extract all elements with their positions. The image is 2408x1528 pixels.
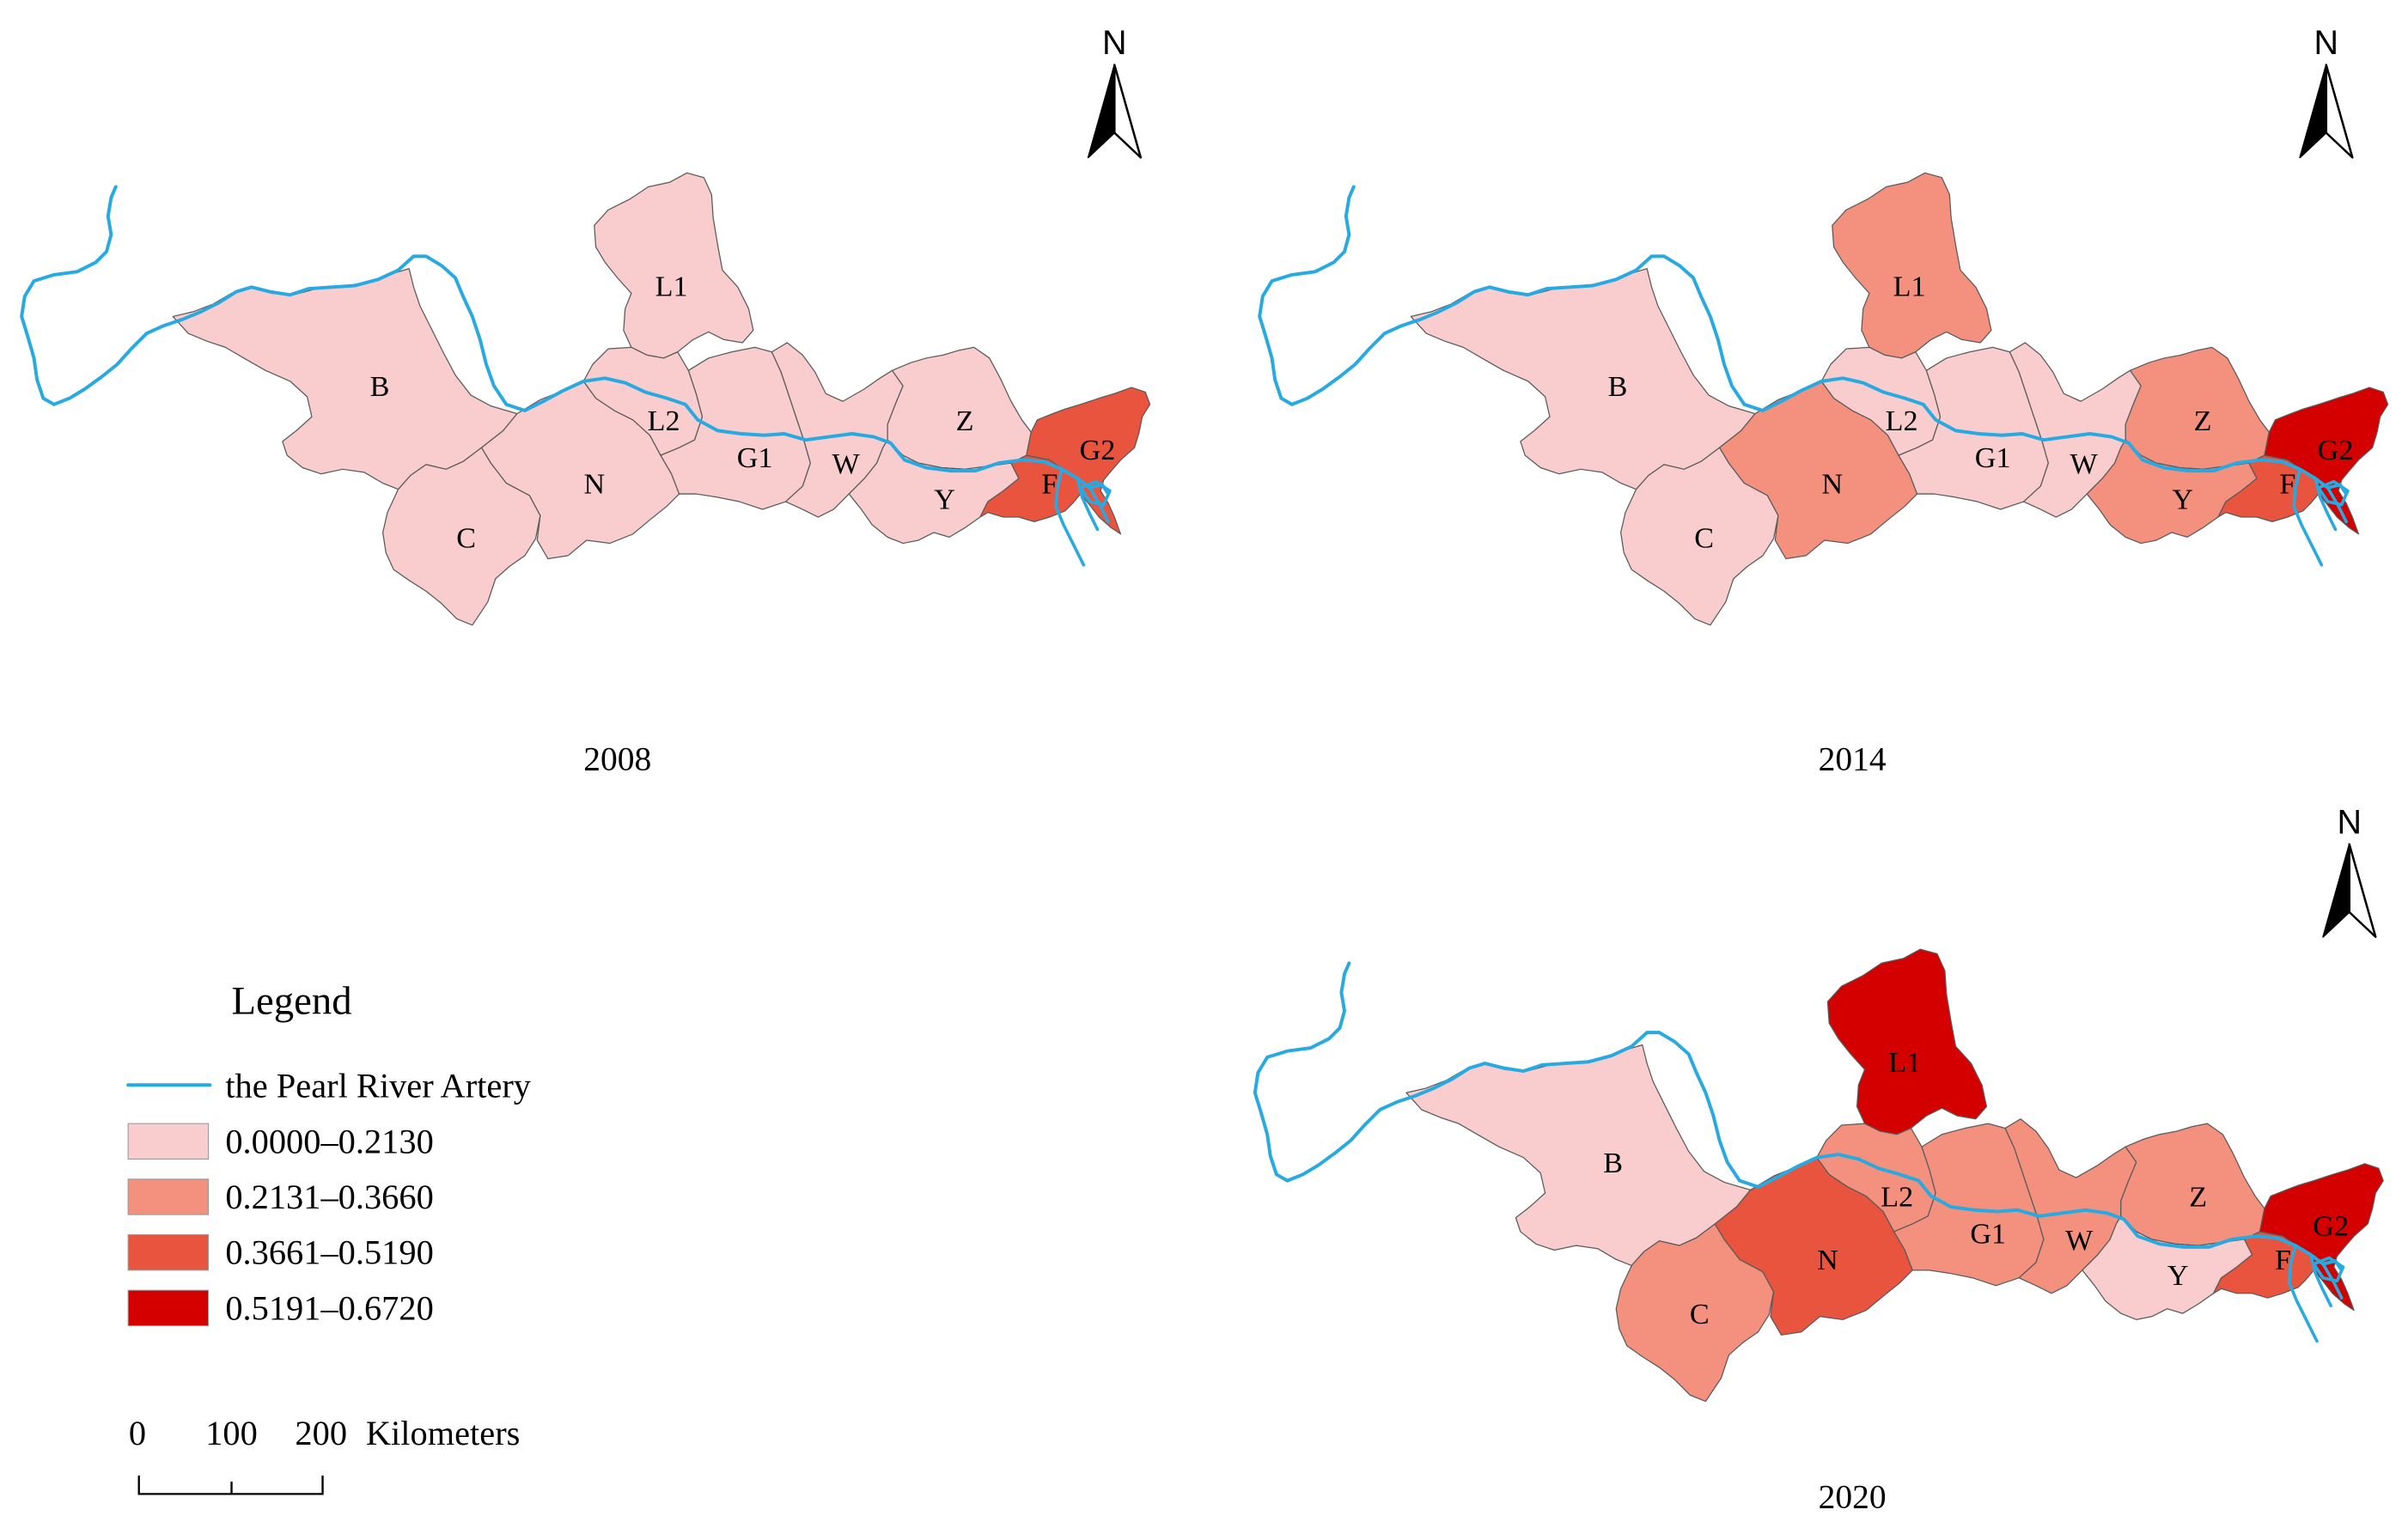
region-label: L1 bbox=[655, 271, 688, 302]
scale-bar-tick-label: 200 bbox=[295, 1414, 347, 1452]
north-arrow-right-half bbox=[2348, 843, 2377, 938]
river-delta-branch bbox=[1054, 467, 1086, 567]
river-delta-branch bbox=[2312, 1256, 2345, 1283]
north-arrow-right-half bbox=[2325, 64, 2354, 159]
map-panel: B C N L1 L2 G1 W Z Y F G2 bbox=[20, 172, 1151, 626]
north-arrow-left-half bbox=[1087, 64, 1116, 159]
river-delta-branch bbox=[2292, 467, 2324, 567]
region-label: G2 bbox=[1080, 435, 1116, 466]
river-artery bbox=[20, 185, 1111, 496]
north-arrow-right-half bbox=[1113, 64, 1143, 159]
region-label: L2 bbox=[1881, 1182, 1913, 1214]
legend-class-swatch bbox=[127, 1123, 210, 1160]
region-label: G1 bbox=[1975, 442, 2011, 474]
river-delta-branch bbox=[2316, 479, 2350, 507]
region-label: L1 bbox=[1888, 1047, 1921, 1079]
legend-class-label: 0.0000–0.2130 bbox=[225, 1122, 433, 1160]
region-label: F bbox=[2279, 468, 2295, 500]
region-label: W bbox=[832, 448, 861, 480]
region-label: N bbox=[583, 468, 605, 500]
legend: Legend the Pearl River Artery 0.0000–0.2… bbox=[126, 979, 532, 1327]
region-label: L2 bbox=[1886, 405, 1918, 437]
panel-year-label: 2020 bbox=[1819, 1478, 1887, 1516]
river-delta-branch bbox=[1078, 479, 1112, 507]
river-artery bbox=[1258, 185, 2349, 496]
map-panels: B C N L1 L2 G1 W Z Y F G2 2008 N B C N L1 L2 G1 W Z Y F G2 2014 N… bbox=[20, 24, 2389, 1516]
panel-year-label: 2014 bbox=[1819, 740, 1887, 778]
legend-class-label: 0.3661–0.5190 bbox=[225, 1233, 433, 1272]
panel-year-label: 2008 bbox=[583, 740, 651, 778]
region-l1 bbox=[1826, 948, 1988, 1135]
river-delta-branch bbox=[2321, 1262, 2344, 1300]
region-label: B bbox=[1608, 371, 1628, 403]
north-arrow-left-half bbox=[2322, 843, 2350, 938]
region-c bbox=[1615, 1223, 1775, 1403]
map-panel: B C N L1 L2 G1 W Z Y F G2 bbox=[1258, 172, 2389, 626]
region-l1 bbox=[594, 172, 754, 359]
north-label: N bbox=[1102, 24, 1127, 62]
region-label: C bbox=[456, 522, 476, 554]
region-c bbox=[381, 447, 541, 626]
region-label: Z bbox=[956, 405, 974, 437]
north-label: N bbox=[2314, 24, 2338, 62]
region-label: Y bbox=[2172, 484, 2193, 515]
region-c bbox=[1620, 447, 1779, 626]
north-arrow-left-half bbox=[2299, 64, 2327, 159]
legend-class-label: 0.2131–0.3660 bbox=[225, 1178, 433, 1216]
scale-bar-tick-label: 100 bbox=[205, 1414, 258, 1452]
river-delta-branch bbox=[2326, 486, 2348, 524]
region-label: B bbox=[370, 371, 390, 403]
region-label: G2 bbox=[2318, 435, 2354, 466]
region-label: B bbox=[1603, 1148, 1623, 1179]
region-label: F bbox=[1041, 468, 1058, 500]
north-arrow-icon: N bbox=[2299, 24, 2354, 159]
region-label: G1 bbox=[737, 442, 773, 474]
region-label: Y bbox=[2167, 1260, 2189, 1292]
legend-title: Legend bbox=[232, 979, 352, 1024]
region-label: F bbox=[2275, 1245, 2291, 1276]
region-label: N bbox=[1821, 468, 1843, 500]
region-y bbox=[2082, 1215, 2253, 1320]
region-y bbox=[848, 439, 1020, 545]
region-label: N bbox=[1817, 1245, 1838, 1276]
region-label: G1 bbox=[1970, 1219, 2006, 1251]
region-label: C bbox=[1690, 1299, 1710, 1330]
river-artery bbox=[1253, 961, 2344, 1272]
region-label: L1 bbox=[1893, 271, 1926, 302]
region-label: L2 bbox=[648, 405, 680, 437]
region-label: G2 bbox=[2313, 1211, 2349, 1243]
region-l1 bbox=[1832, 172, 1992, 359]
scale-bar-unit: Kilometers bbox=[366, 1414, 521, 1452]
legend-class-swatch bbox=[127, 1289, 210, 1327]
scale-bar-line bbox=[137, 1475, 324, 1495]
map-panel: B C N L1 L2 G1 W Z Y F G2 bbox=[1253, 948, 2384, 1403]
region-label: Z bbox=[2194, 405, 2212, 437]
river-delta-branch bbox=[1088, 486, 1110, 524]
legend-class-swatch bbox=[127, 1233, 210, 1271]
region-label: Y bbox=[934, 484, 955, 515]
scale-bar-tick-label: 0 bbox=[129, 1414, 146, 1452]
north-arrow-icon: N bbox=[2322, 803, 2377, 938]
region-y bbox=[2086, 439, 2258, 545]
north-label: N bbox=[2337, 803, 2362, 841]
legend-river-label: the Pearl River Artery bbox=[225, 1067, 531, 1105]
north-arrow-icon: N bbox=[1087, 24, 1143, 159]
region-label: W bbox=[2070, 448, 2099, 480]
region-label: W bbox=[2065, 1225, 2094, 1257]
region-label: C bbox=[1694, 522, 1714, 554]
river-delta-branch bbox=[2287, 1244, 2319, 1343]
region-label: Z bbox=[2189, 1182, 2207, 1214]
legend-class-swatch bbox=[127, 1178, 210, 1215]
scale-bar: 0 100 200 Kilometers bbox=[129, 1414, 521, 1495]
legend-class-label: 0.5191–0.6720 bbox=[225, 1288, 433, 1327]
